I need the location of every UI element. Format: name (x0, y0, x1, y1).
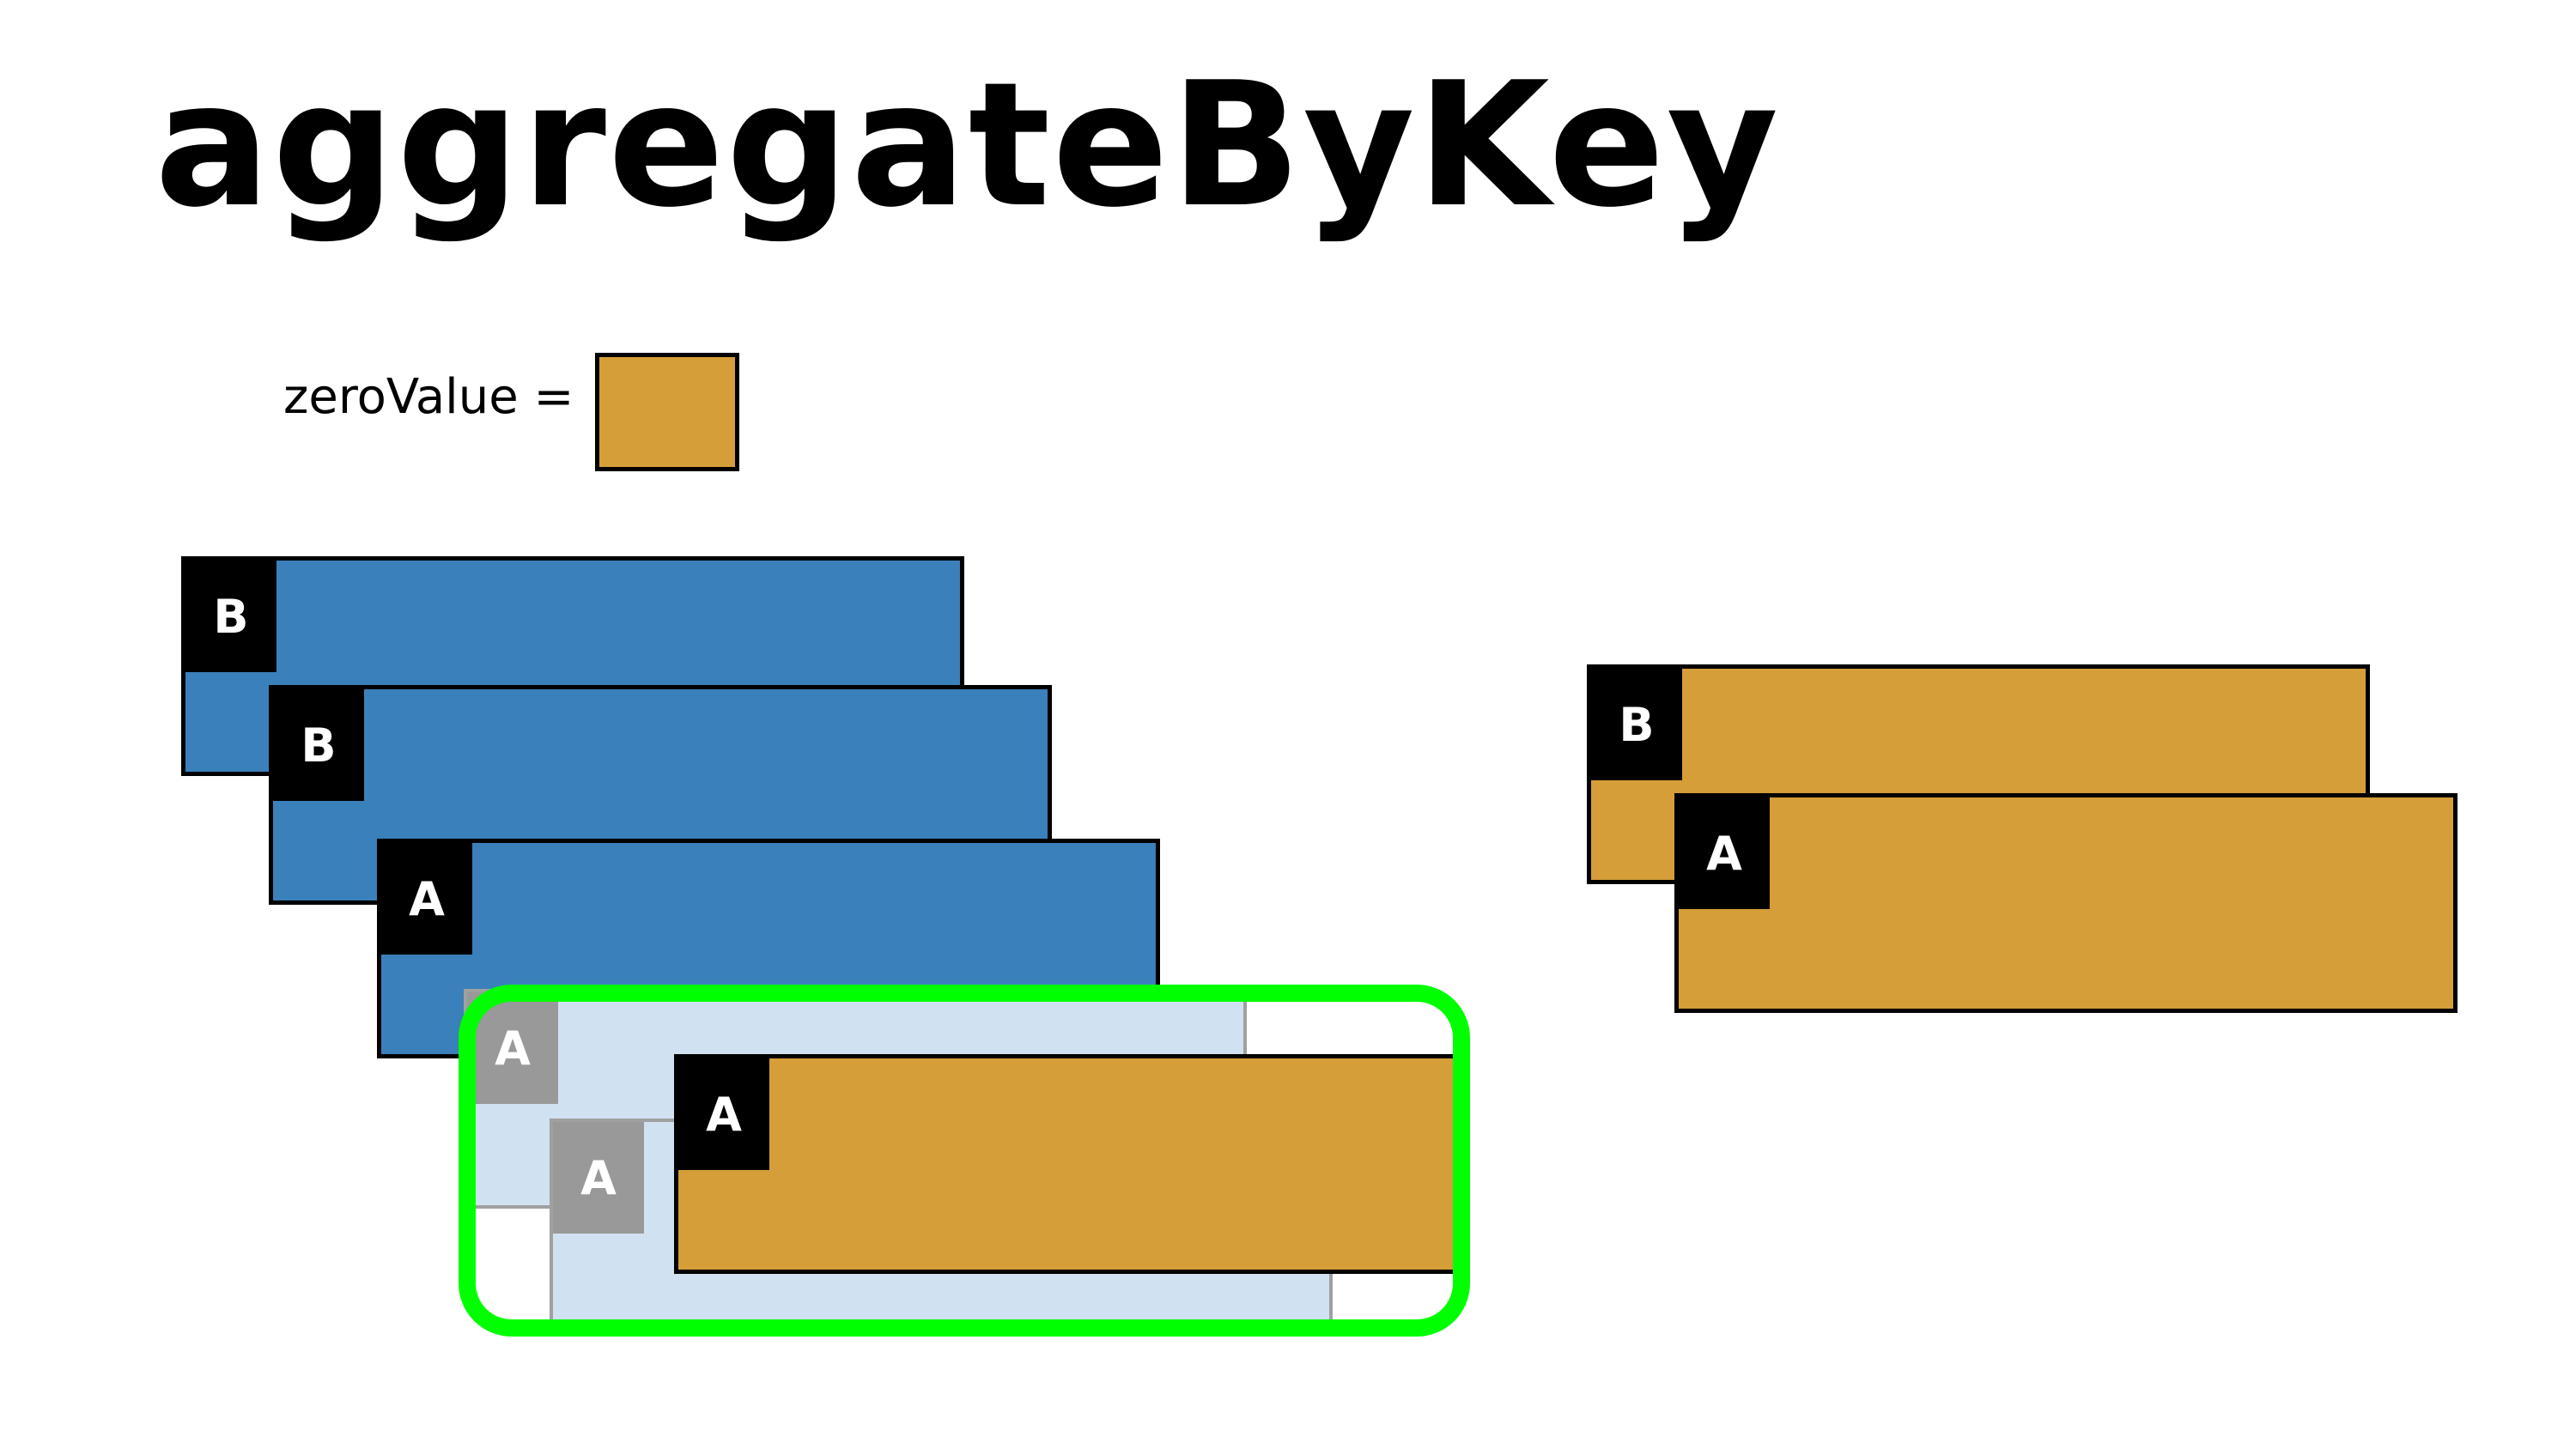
record-key: A (495, 1021, 531, 1076)
record-key-box: A (381, 843, 472, 955)
record-key: B (301, 718, 337, 773)
result-record-2: A (1674, 793, 2458, 1013)
record-key-box: B (273, 689, 364, 801)
record-key-box: B (185, 561, 276, 672)
record-key-box: B (1591, 669, 1682, 780)
record-key: B (1619, 697, 1655, 752)
record-key: A (1706, 826, 1742, 881)
accumulator-record: A (674, 1054, 1457, 1274)
record-key-box: A (553, 1122, 644, 1234)
record-key: B (213, 589, 249, 644)
zero-value-label: zeroValue = (283, 369, 574, 425)
zero-value-swatch (595, 353, 739, 471)
record-key: A (706, 1087, 742, 1142)
record-key: A (580, 1150, 617, 1205)
record-key-box: A (678, 1058, 769, 1170)
record-key: A (409, 871, 445, 926)
record-key-box: A (467, 992, 558, 1104)
diagram-title: aggregateByKey (155, 45, 1781, 246)
record-key-box: A (1679, 797, 1770, 909)
